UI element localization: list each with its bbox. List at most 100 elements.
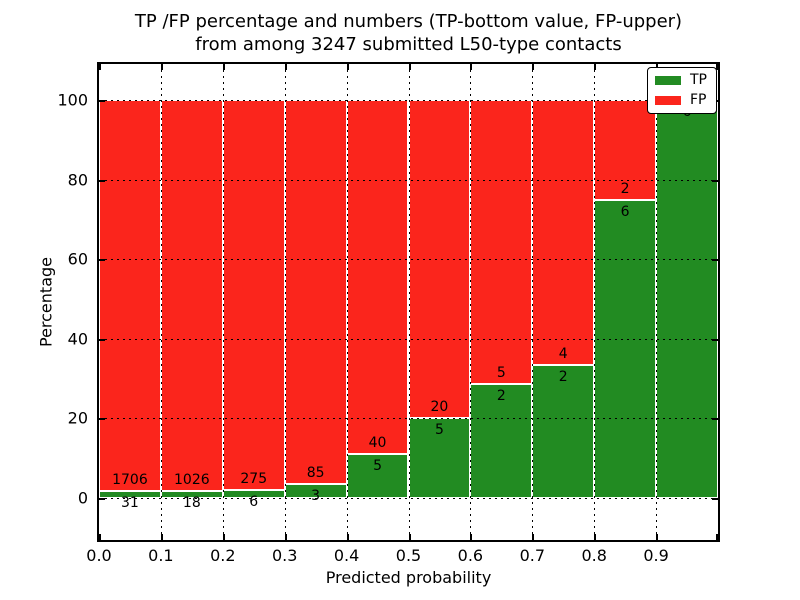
gridline-vertical	[594, 64, 595, 540]
x-tick-label: 0.3	[271, 546, 298, 565]
x-tick-label: 0.4	[333, 546, 360, 565]
y-tick-mark	[99, 339, 105, 341]
fp-count-label: 85	[306, 465, 325, 482]
y-tick-label: 80	[67, 170, 88, 190]
x-tick-mark	[347, 64, 349, 70]
chart-title-line1: TP /FP percentage and numbers (TP-bottom…	[134, 11, 683, 32]
x-tick-mark	[716, 64, 718, 70]
fp-count-label: 275	[240, 470, 268, 487]
gridline-horizontal	[99, 418, 718, 419]
tp-count-label: 6	[620, 203, 630, 220]
y-tick-mark	[712, 498, 718, 500]
tp-count-label: 2	[558, 369, 568, 386]
legend-item-fp: FP	[655, 93, 707, 107]
x-tick-mark	[716, 534, 718, 540]
x-tick-mark	[409, 64, 411, 70]
gridline-vertical	[409, 64, 410, 540]
x-tick-label: 0.1	[148, 546, 174, 565]
tp-count-label: 5	[373, 457, 383, 474]
tp-count-label: 3	[311, 488, 321, 505]
fp-count-label: 4	[558, 346, 568, 363]
x-axis-label: Predicted probability	[325, 568, 492, 587]
x-tick-label: 0.6	[457, 546, 484, 565]
x-tick-mark	[223, 534, 225, 540]
gridline-vertical	[470, 64, 471, 540]
x-tick-mark	[161, 534, 163, 540]
bar-tp-segment	[656, 100, 718, 498]
gridline-horizontal	[99, 498, 718, 499]
legend-label-tp: TP	[690, 72, 707, 88]
y-tick-mark	[712, 418, 718, 420]
fp-count-label: 1706	[112, 471, 148, 488]
x-tick-mark	[470, 534, 472, 540]
legend-label-fp: FP	[690, 92, 707, 108]
x-tick-label: 0.5	[395, 546, 422, 565]
bar-tp-segment	[408, 418, 471, 498]
gridline-horizontal	[99, 259, 718, 260]
gridline-horizontal	[99, 180, 718, 181]
bar-fp-segment	[284, 100, 347, 485]
x-tick-mark	[409, 534, 411, 540]
legend-item-tp: TP	[655, 73, 707, 87]
legend: TP FP	[647, 67, 717, 114]
gridline-vertical	[285, 64, 286, 540]
fp-count-label: 2	[620, 180, 630, 197]
y-tick-mark	[99, 100, 105, 102]
x-tick-label: 0.7	[519, 546, 546, 565]
gridline-vertical	[656, 64, 657, 540]
plot-area: 170631102618275685340520552422606	[97, 62, 720, 542]
x-tick-mark	[594, 534, 596, 540]
x-tick-mark	[532, 534, 534, 540]
legend-swatch-tp-icon	[655, 75, 681, 85]
y-tick-label: 0	[77, 488, 88, 508]
y-tick-mark	[712, 339, 718, 341]
y-tick-mark	[99, 259, 105, 261]
gridline-horizontal	[99, 339, 718, 340]
bar-tp-segment	[99, 490, 161, 498]
x-tick-mark	[347, 534, 349, 540]
x-tick-label: 0.0	[86, 546, 112, 565]
legend-swatch-fp-icon	[655, 95, 681, 105]
gridline-vertical	[161, 64, 162, 540]
y-tick-mark	[712, 180, 718, 182]
x-tick-mark	[532, 64, 534, 70]
x-tick-label: 0.8	[581, 546, 607, 565]
fp-count-label: 1026	[174, 472, 210, 489]
bar-fp-segment	[470, 100, 533, 385]
tp-count-label: 31	[121, 494, 139, 511]
fp-count-label: 20	[430, 399, 449, 416]
y-tick-mark	[712, 259, 718, 261]
x-tick-mark	[285, 64, 287, 70]
bar-fp-segment	[594, 100, 657, 200]
bar-tp-segment	[594, 199, 657, 498]
gridline-horizontal	[99, 100, 718, 101]
gridline-vertical	[532, 64, 533, 540]
gridline-vertical	[223, 64, 224, 540]
y-tick-mark	[99, 180, 105, 182]
bar-fp-segment	[160, 100, 223, 492]
bar-tp-segment	[346, 453, 409, 498]
y-tick-label: 40	[67, 329, 88, 349]
x-tick-mark	[223, 64, 225, 70]
bar-fp-segment	[99, 100, 161, 491]
bar-fp-segment	[532, 100, 595, 366]
bar-fp-segment	[346, 100, 409, 454]
tp-count-label: 18	[182, 495, 201, 512]
x-tick-label: 0.9	[643, 546, 669, 565]
tp-count-label: 5	[434, 422, 444, 439]
x-tick-mark	[470, 64, 472, 70]
y-tick-mark	[99, 498, 105, 500]
y-tick-label: 100	[57, 90, 88, 110]
y-tick-label: 20	[67, 408, 88, 428]
y-tick-mark	[99, 418, 105, 420]
x-tick-mark	[656, 534, 658, 540]
x-tick-mark	[285, 534, 287, 540]
x-tick-mark	[594, 64, 596, 70]
x-tick-mark	[99, 64, 101, 70]
tp-count-label: 6	[249, 493, 259, 510]
x-tick-label: 0.2	[210, 546, 236, 565]
fp-count-label: 5	[496, 365, 506, 382]
chart-title: TP /FP percentage and numbers (TP-bottom…	[97, 10, 720, 56]
bar-tp-segment	[470, 384, 533, 498]
